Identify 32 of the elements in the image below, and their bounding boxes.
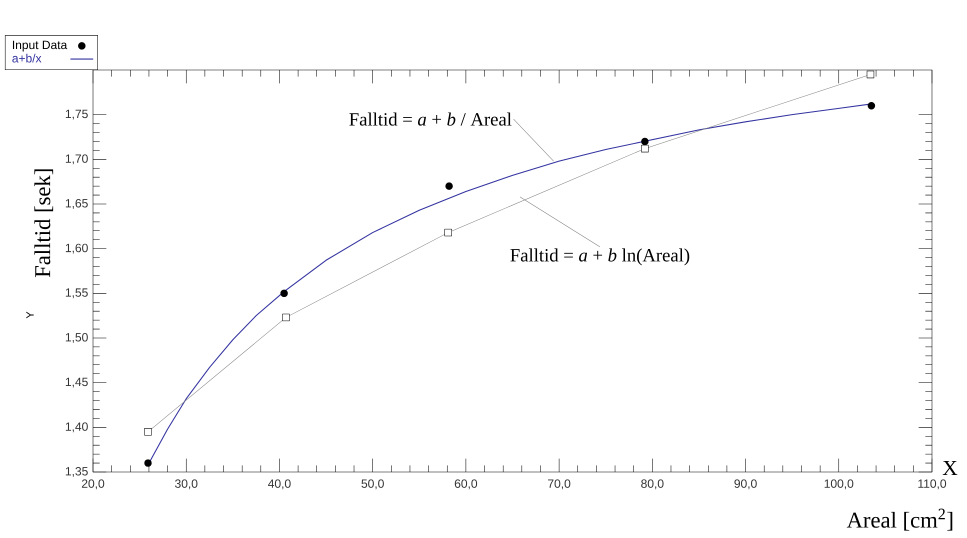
y-tick-label: 1,40 xyxy=(66,422,88,432)
y-tick-label: 1,60 xyxy=(66,244,88,254)
x-tick-label: 40,0 xyxy=(268,479,291,490)
x-tick-label: 50,0 xyxy=(361,479,384,490)
y-tick-label: 1,35 xyxy=(66,467,88,477)
x-tick-label: 100,0 xyxy=(824,479,854,490)
point xyxy=(641,138,649,146)
x-tick-label: 70,0 xyxy=(548,479,570,490)
y-axis-title: Falltid [sek] xyxy=(34,169,54,278)
y-tick-label: 1,70 xyxy=(66,154,88,164)
annotation: Falltid = a + b ln(Areal) xyxy=(510,248,690,266)
x-tick-label: 30,0 xyxy=(175,479,198,490)
y-tick-label: 1,65 xyxy=(66,199,88,209)
x-tick-label: 80,0 xyxy=(641,479,664,490)
point xyxy=(868,102,876,110)
point xyxy=(144,459,152,467)
text: a+b/x xyxy=(12,54,42,63)
x-tick-label: 110,0 xyxy=(918,479,946,490)
y-tick-label: 1,50 xyxy=(66,333,88,343)
x-tick-label: 20,0 xyxy=(82,479,104,490)
legend-label: Input Data xyxy=(12,40,68,52)
point xyxy=(445,182,453,190)
y-tick-label: 1,55 xyxy=(66,288,88,298)
annotation: Falltid = a + b / Areal xyxy=(349,112,512,126)
y-tick-label: 1,45 xyxy=(66,378,88,388)
x-axis-title: Areal [cm$^{2}$] xyxy=(846,508,952,531)
text: X xyxy=(942,461,958,475)
x-tick-label: 90,0 xyxy=(734,479,757,490)
point xyxy=(280,290,288,298)
y-tick-label: 1,75 xyxy=(66,110,88,120)
x-tick-label: 60,0 xyxy=(454,479,478,490)
text: Y xyxy=(26,312,34,318)
